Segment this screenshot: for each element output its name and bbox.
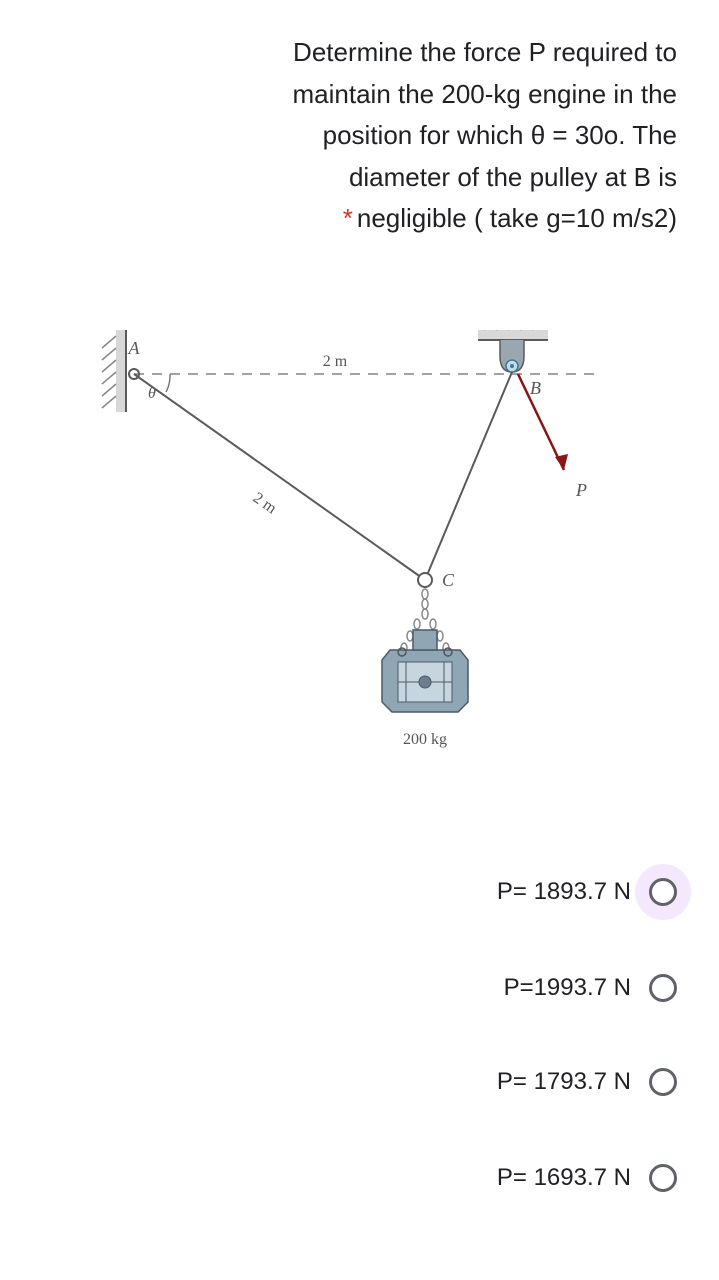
radio-icon	[649, 1068, 677, 1096]
label-B: B	[530, 378, 541, 398]
question-line2: maintain the 200-kg engine in the	[293, 79, 678, 109]
required-asterisk: *	[343, 203, 353, 233]
radio-icon	[649, 974, 677, 1002]
dim-top: 2 m	[323, 353, 348, 370]
dim-side: 2 m	[250, 489, 280, 517]
option-3-label: P= 1793.7 N	[497, 1068, 631, 1096]
engine-block	[382, 630, 468, 712]
option-2[interactable]: P=1993.7 N	[504, 974, 677, 1002]
label-P: P	[575, 480, 587, 500]
physics-diagram: A B 2 m θ 2 m	[90, 330, 610, 820]
wall-left	[102, 330, 126, 412]
radio-icon	[649, 1164, 677, 1192]
question-line1: Determine the force P required to	[293, 37, 677, 67]
option-2-label: P=1993.7 N	[504, 974, 631, 1002]
radio-icon	[649, 878, 677, 906]
theta-arc	[166, 374, 170, 392]
weight-label: 200 kg	[403, 731, 447, 748]
option-1-label: P= 1893.7 N	[497, 878, 631, 906]
label-A: A	[128, 338, 141, 358]
option-4-label: P= 1693.7 N	[497, 1164, 631, 1192]
pivot-A: A	[128, 338, 141, 379]
question-line5: negligible ( take g=10 m/s2)	[357, 203, 677, 233]
ceiling-B	[478, 330, 548, 340]
question-text: Determine the force P required to mainta…	[82, 32, 677, 240]
option-3[interactable]: P= 1793.7 N	[497, 1068, 677, 1096]
option-4[interactable]: P= 1693.7 N	[497, 1164, 677, 1192]
label-C: C	[442, 570, 455, 590]
cable-BC	[425, 372, 512, 580]
ring-C: C	[418, 570, 455, 590]
question-line3: position for which θ = 30o. The	[323, 120, 677, 150]
pulley-B: B	[500, 340, 541, 398]
cable-AC	[134, 374, 425, 580]
option-1[interactable]: P= 1893.7 N	[497, 878, 677, 906]
force-P-arrow: P	[518, 374, 587, 500]
question-line4: diameter of the pulley at B is	[349, 162, 677, 192]
